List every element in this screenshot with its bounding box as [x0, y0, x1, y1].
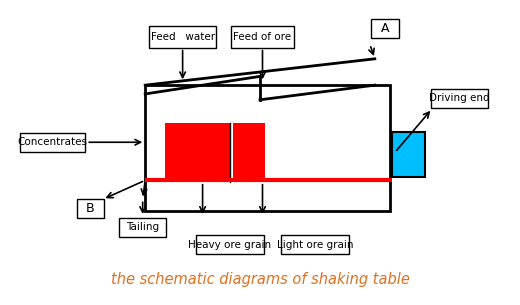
Bar	[281, 235, 348, 254]
Text: Light ore grain: Light ore grain	[277, 240, 353, 250]
Text: Concentrates: Concentrates	[18, 137, 88, 147]
Bar	[232, 123, 265, 182]
Bar	[197, 235, 264, 254]
Text: the schematic diagrams of shaking table: the schematic diagrams of shaking table	[111, 272, 409, 287]
Text: Feed of ore: Feed of ore	[233, 32, 292, 42]
Text: Feed   water: Feed water	[151, 32, 215, 42]
Bar	[145, 85, 390, 211]
Bar	[371, 19, 398, 38]
Text: B: B	[86, 202, 95, 215]
Text: A: A	[381, 22, 389, 34]
Text: Heavy ore grain: Heavy ore grain	[188, 240, 271, 250]
Bar	[392, 132, 425, 178]
Bar	[231, 26, 294, 48]
Text: Tailing: Tailing	[126, 222, 159, 232]
Text: Driving end: Driving end	[430, 93, 490, 103]
Bar	[76, 199, 104, 218]
Bar	[119, 218, 166, 237]
Bar	[20, 133, 85, 152]
Bar	[431, 89, 488, 108]
Bar	[149, 26, 216, 48]
Bar	[165, 123, 230, 182]
